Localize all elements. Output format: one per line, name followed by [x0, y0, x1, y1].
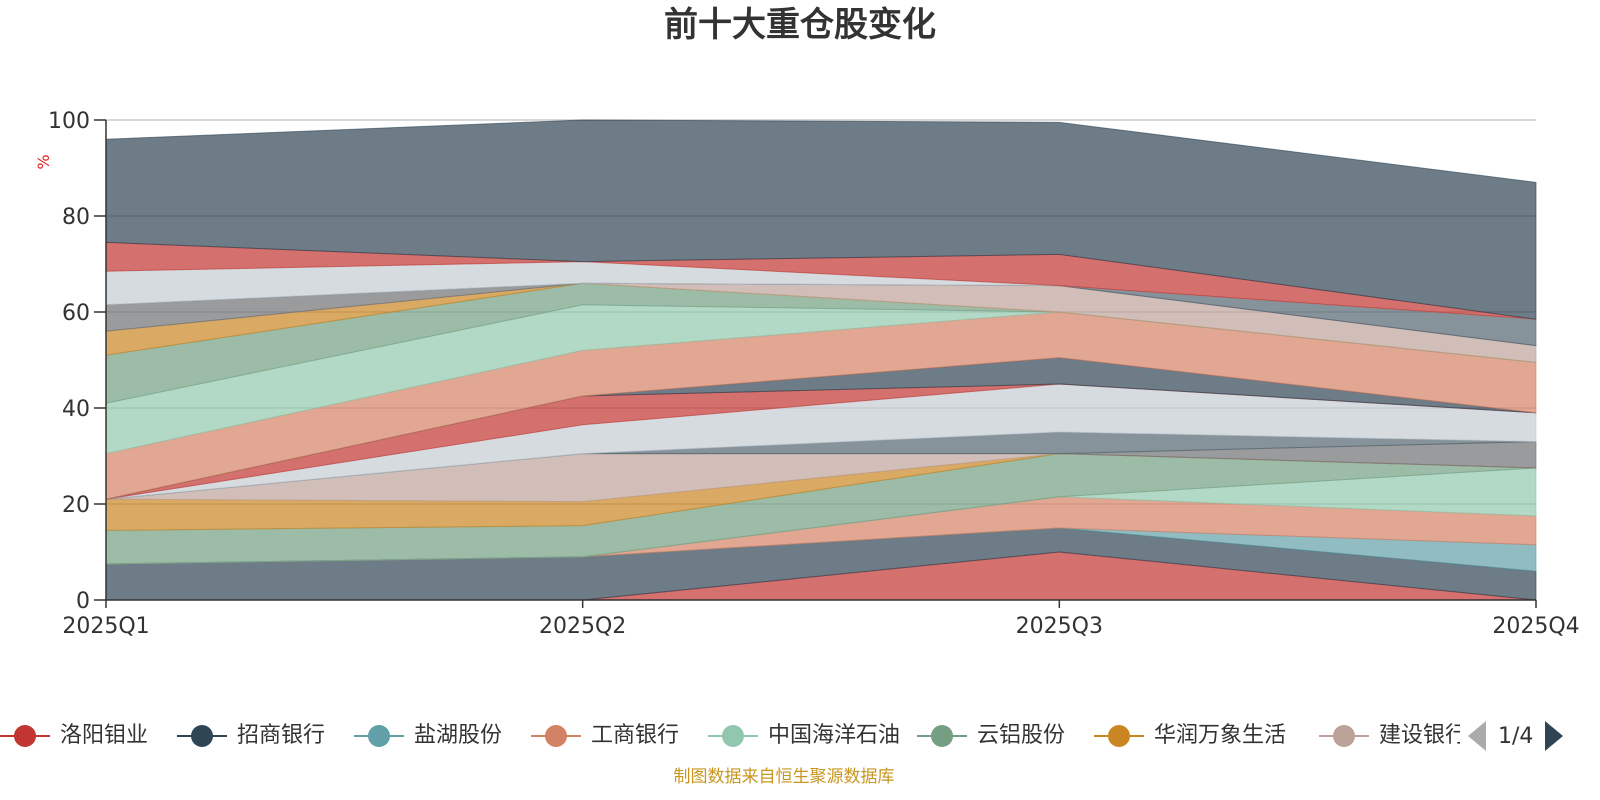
legend-marker-icon	[708, 716, 758, 756]
legend-label: 招商银行	[237, 723, 326, 748]
legend-item[interactable]: 招商银行	[177, 716, 325, 756]
y-tick-label: 100	[48, 109, 90, 134]
y-tick-label: 20	[62, 493, 90, 518]
area-series-23	[105, 119, 1537, 320]
legend-item[interactable]: 云铝股份	[917, 716, 1065, 756]
legend-item[interactable]: 建设银行	[1319, 716, 1460, 756]
source-note: 制图数据来自恒生聚源数据库	[673, 767, 895, 787]
legend-marker-icon	[531, 716, 581, 756]
x-tick-label: 2025Q1	[62, 614, 149, 639]
legend-marker-icon	[917, 716, 967, 756]
chart-area: 0 20 40 60 80 100 2025Q1 2025Q2 2025Q3 2025Q4%	[34, 109, 1580, 639]
legend-marker-icon	[177, 716, 227, 756]
legend: 洛阳钼业招商银行盐湖股份工商银行中国海洋石油云铝股份华润万象生活建设银行中国平安…	[0, 716, 1460, 756]
y-tick-label: 60	[62, 301, 90, 326]
legend-label: 中国海洋石油	[768, 723, 901, 748]
legend-prev-icon[interactable]	[1468, 721, 1486, 751]
legend-label: 洛阳钼业	[60, 723, 149, 748]
legend-item[interactable]: 盐湖股份	[354, 716, 502, 756]
legend-marker-icon	[354, 716, 404, 756]
y-axis-label: %	[34, 154, 53, 169]
legend-pagination: 1/4	[1468, 716, 1564, 756]
legend-marker-icon	[1319, 716, 1369, 756]
y-tick-label: 40	[62, 397, 90, 422]
x-tick-label: 2025Q2	[539, 614, 626, 639]
y-tick-label: 80	[62, 205, 90, 230]
legend-label: 建设银行	[1379, 723, 1460, 748]
legend-label: 云铝股份	[977, 723, 1066, 748]
legend-marker-icon	[0, 716, 50, 756]
legend-item[interactable]: 华润万象生活	[1094, 716, 1286, 756]
legend-label: 工商银行	[591, 723, 680, 748]
legend-item[interactable]: 洛阳钼业	[0, 716, 148, 756]
legend-item[interactable]: 工商银行	[531, 716, 679, 756]
legend-item[interactable]: 中国海洋石油	[708, 716, 900, 756]
x-tick-label: 2025Q4	[1492, 614, 1579, 639]
y-tick-label: 0	[76, 589, 90, 614]
legend-next-icon[interactable]	[1545, 721, 1564, 751]
chart-title: 前十大重仓股变化	[664, 5, 936, 45]
legend-page-indicator: 1/4	[1498, 723, 1534, 749]
legend-marker-icon	[1094, 716, 1144, 756]
legend-label: 华润万象生活	[1154, 723, 1287, 748]
x-tick-label: 2025Q3	[1016, 614, 1103, 639]
legend-label: 盐湖股份	[414, 723, 503, 748]
